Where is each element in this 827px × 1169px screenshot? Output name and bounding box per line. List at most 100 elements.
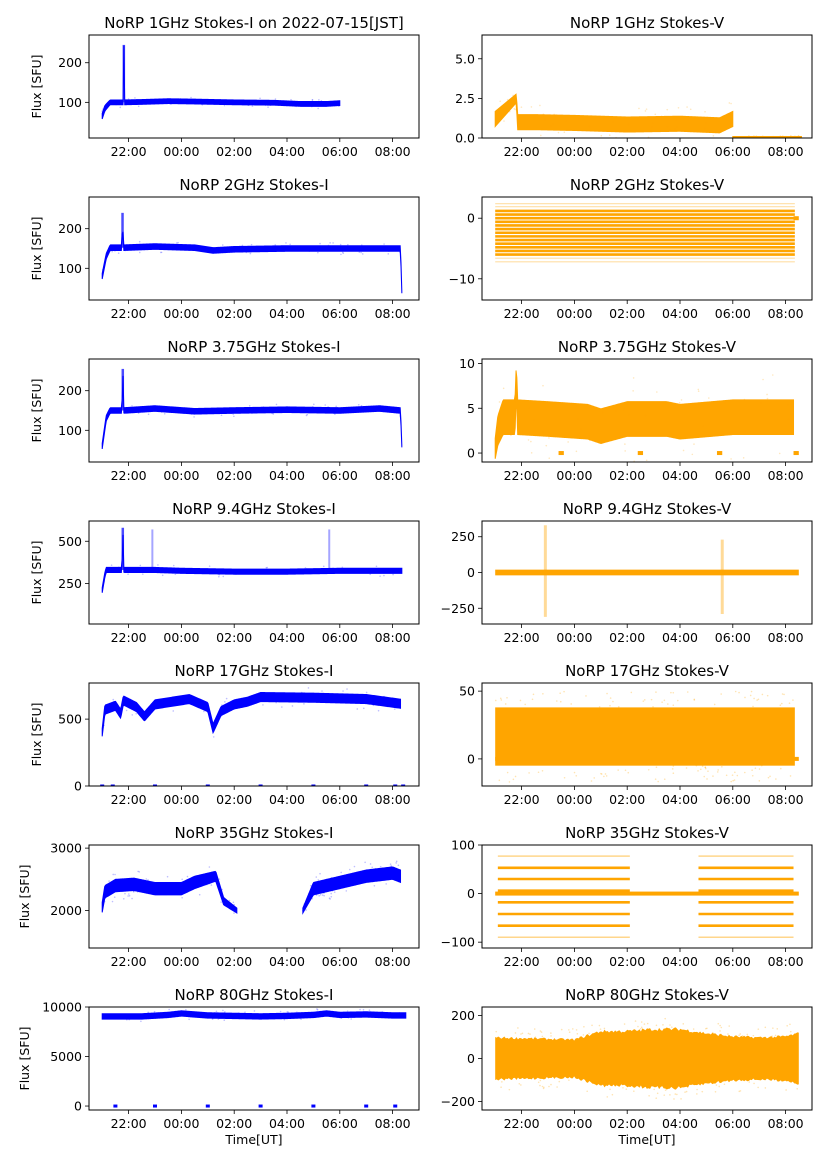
plot-area [495, 525, 799, 617]
series-stokes-i [101, 44, 341, 120]
data-point [205, 1104, 210, 1108]
plot-area [494, 370, 799, 462]
data-band [302, 866, 402, 915]
data-point [322, 888, 324, 890]
data-point [800, 139, 802, 141]
data-point [210, 884, 213, 886]
data-point [239, 250, 241, 253]
data-point [557, 131, 560, 134]
data-point [359, 1008, 361, 1011]
data-segment [637, 451, 644, 456]
data-point [788, 702, 791, 704]
x-tick-label: 00:00 [163, 792, 199, 807]
data-point [704, 110, 706, 113]
data-point [330, 877, 333, 879]
data-point [624, 443, 626, 445]
data-point [544, 119, 546, 121]
chart-title: NoRP 3.75GHz Stokes-V [558, 338, 737, 356]
data-point [371, 1013, 374, 1016]
data-point [159, 251, 162, 254]
data-point [132, 890, 135, 893]
data-point [599, 1028, 602, 1030]
data-point [537, 1081, 540, 1084]
data-point [283, 1018, 286, 1021]
data-point [530, 452, 533, 454]
data-point [730, 780, 733, 783]
data-point [662, 1024, 664, 1026]
data-point [307, 687, 310, 689]
data-point [318, 894, 320, 897]
data-point [344, 407, 347, 409]
data-point [575, 1029, 578, 1031]
data-point [350, 1018, 352, 1020]
x-tick-label: 00:00 [556, 468, 592, 483]
data-point [539, 104, 541, 107]
data-point [393, 708, 396, 710]
series-spikes [543, 525, 724, 617]
data-point [661, 701, 663, 703]
data-point [749, 694, 752, 697]
series-stokes-v [495, 569, 799, 576]
data-point [728, 1025, 731, 1027]
data-point [134, 97, 136, 99]
x-tick-label: 22:00 [504, 954, 540, 969]
x-tick-label: 04:00 [662, 954, 698, 969]
data-point [640, 1026, 643, 1029]
x-tick-label: 08:00 [375, 306, 411, 321]
x-tick-label: 08:00 [768, 1116, 804, 1131]
data-band [101, 534, 403, 593]
data-point [132, 411, 134, 414]
data-point [401, 784, 406, 786]
data-point [669, 128, 671, 131]
data-point [756, 699, 758, 701]
data-point [333, 891, 336, 893]
data-point [775, 778, 777, 780]
data-point [502, 387, 505, 390]
data-point [103, 724, 105, 727]
data-point [352, 700, 354, 703]
data-point [218, 411, 220, 414]
data-point [316, 1008, 319, 1011]
plot-area [494, 690, 799, 783]
data-point [573, 771, 576, 774]
data-point [734, 690, 737, 693]
data-point [570, 703, 573, 705]
data-point [686, 106, 688, 108]
data-point [655, 766, 658, 769]
data-point [697, 770, 699, 772]
data-point [220, 571, 222, 574]
data-point [685, 767, 688, 769]
data-point [308, 892, 310, 895]
plot-area [494, 93, 802, 141]
data-point [303, 903, 306, 905]
data-point [787, 139, 789, 141]
data-point [254, 100, 256, 103]
data-point [393, 411, 396, 414]
data-point [115, 408, 118, 411]
data-point [318, 408, 320, 411]
data-point [744, 696, 746, 699]
data-point [245, 571, 248, 574]
data-point [701, 1090, 704, 1093]
y-tick-label: 200 [58, 55, 82, 70]
data-point [346, 688, 348, 690]
data-point [287, 1016, 289, 1019]
data-point [548, 1085, 550, 1088]
data-point [579, 1036, 581, 1038]
data-point [147, 711, 150, 713]
y-tick-label: 5 [467, 401, 475, 416]
data-point [744, 138, 746, 140]
plot-area [101, 44, 341, 120]
data-point [543, 1086, 545, 1089]
y-tick-label: 10000 [42, 1000, 82, 1015]
x-tick-label: 04:00 [269, 144, 305, 159]
data-point [296, 1011, 298, 1013]
axes-frame [88, 1006, 420, 1111]
data-point [285, 409, 288, 412]
data-point [798, 135, 800, 138]
data-point [244, 1011, 246, 1014]
data-point [233, 903, 235, 906]
data-point [269, 104, 272, 107]
data-point [339, 243, 342, 246]
data-point [598, 706, 601, 708]
